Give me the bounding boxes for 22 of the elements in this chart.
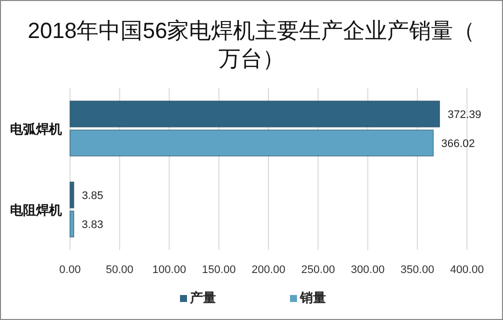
x-tick-label: 50.00	[106, 264, 134, 276]
bar	[70, 130, 434, 156]
bar	[70, 182, 74, 208]
data-label: 3.83	[82, 219, 104, 231]
x-tick-label: 400.00	[450, 264, 484, 276]
data-label: 366.02	[441, 138, 475, 150]
legend-label: 产量	[189, 290, 216, 305]
x-tick-label: 350.00	[400, 264, 434, 276]
legend-label: 销量	[299, 290, 326, 305]
y-tick-label: 电弧焊机	[10, 122, 62, 136]
x-tick-label: 200.00	[252, 264, 286, 276]
bar	[70, 210, 74, 238]
x-tick-label: 100.00	[152, 264, 186, 276]
bar	[70, 100, 440, 128]
x-tick-label: 250.00	[301, 264, 335, 276]
data-label: 372.39	[448, 109, 482, 121]
y-tick-label: 电阻焊机	[10, 202, 62, 218]
data-label: 3.85	[82, 190, 104, 202]
x-tick-label: 300.00	[350, 264, 385, 276]
x-tick-label: 150.00	[202, 264, 236, 276]
x-tick-label: 0.00	[59, 264, 81, 276]
chart-title: 2018年中国56家电焊机主要生产企业产销量（万台）	[28, 18, 476, 71]
